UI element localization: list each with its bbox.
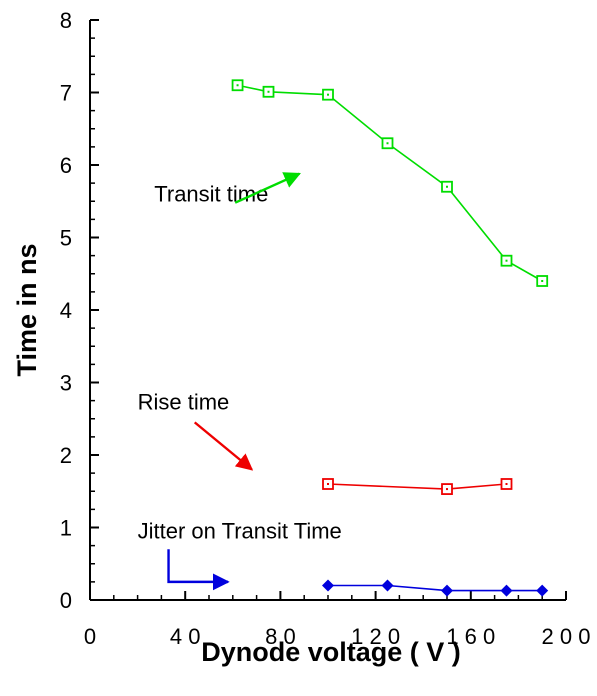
y-tick-label: 8 <box>60 8 72 33</box>
marker-dot <box>386 142 389 145</box>
data-point <box>381 137 394 150</box>
x-axis-title: Dynode voltage ( V ) <box>201 637 461 667</box>
marker-dot <box>505 483 508 485</box>
x-tick-label: 4 0 <box>170 624 201 649</box>
marker-dot <box>327 93 329 96</box>
annotations: Transit time Rise time Jitter on Transit T… <box>138 172 342 591</box>
series-line <box>237 84 543 282</box>
marker-dot <box>267 90 270 93</box>
data-point <box>441 584 453 597</box>
y-tick-label: 6 <box>60 153 72 178</box>
marker-dot <box>327 483 329 485</box>
x-tick-label: 0 <box>84 624 96 649</box>
y-tick-label: 2 <box>60 443 72 468</box>
annotation-arrow <box>234 172 301 204</box>
marker-dot <box>505 259 508 262</box>
y-axis-title: Time in ns <box>12 243 42 376</box>
x-tick-label: 2 0 0 <box>542 624 591 649</box>
data-point <box>322 88 334 101</box>
series-layer <box>231 79 549 597</box>
y-tick-label: 5 <box>60 226 72 251</box>
y-tick-label: 3 <box>60 371 72 396</box>
axes: 0 1 2 3 4 5 6 7 8 0 4 0 8 0 1 2 0 1 6 0 2 0 0 <box>60 8 591 649</box>
y-tick-label: 1 <box>60 516 72 541</box>
data-point <box>441 483 453 495</box>
data-point <box>381 579 394 592</box>
y-tick-label: 4 <box>60 298 72 323</box>
x-tick-label: 1 2 0 <box>351 624 400 649</box>
series-3 <box>322 579 549 597</box>
data-point <box>262 85 275 98</box>
data-point <box>500 478 513 490</box>
marker-dot <box>446 185 448 188</box>
annotation-arrow <box>167 549 230 591</box>
data-point <box>322 579 334 592</box>
y-tick-label: 0 <box>60 588 72 613</box>
data-point <box>500 254 513 267</box>
annotation-arrow <box>193 421 254 471</box>
annotation-label: Rise time <box>138 389 230 414</box>
x-tick-label: 1 6 0 <box>446 624 495 649</box>
annotation-label: Transit time <box>154 181 268 206</box>
data-point <box>322 478 334 490</box>
data-point <box>500 584 513 597</box>
data-point <box>231 79 244 92</box>
data-point <box>441 180 453 193</box>
series-2 <box>322 478 513 495</box>
marker-dot <box>446 488 448 491</box>
marker-dot <box>541 280 544 282</box>
series-line <box>327 483 507 490</box>
marker-dot <box>236 84 239 87</box>
series-1 <box>231 79 549 287</box>
y-tick-label: 7 <box>60 81 72 106</box>
x-tick-label: 8 0 <box>265 624 296 649</box>
data-point <box>536 584 549 597</box>
data-point <box>536 275 549 287</box>
annotation-label: Jitter on Transit Time <box>138 518 342 543</box>
